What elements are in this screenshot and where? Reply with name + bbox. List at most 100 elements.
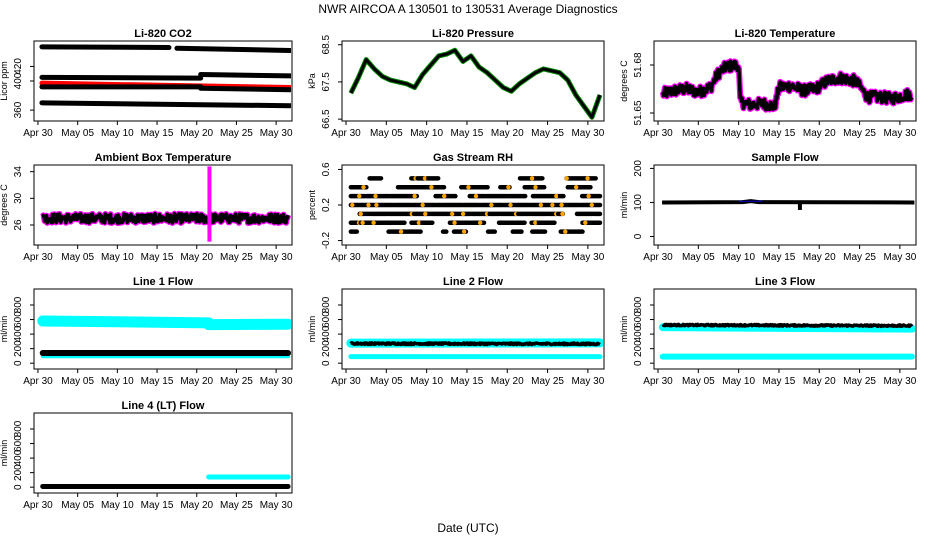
x-tick-label: May 30	[260, 128, 293, 139]
band-segment	[42, 103, 290, 106]
series-upper	[42, 74, 290, 78]
x-tick-label: Apr 30	[23, 128, 53, 139]
series-noise	[351, 343, 600, 345]
y-axis-label: degrees C	[619, 60, 629, 102]
x-tick-label: May 20	[803, 252, 836, 263]
y-tick-label: 800	[321, 296, 332, 313]
series-box_temp	[43, 214, 288, 223]
series-pressure	[351, 50, 600, 117]
y-tick-label: 100	[633, 194, 644, 211]
y-tick-label: 0.6	[321, 162, 332, 176]
x-tick-label: May 15	[451, 376, 484, 387]
x-tick-label: May 15	[763, 252, 796, 263]
y-tick-label: 420	[13, 58, 24, 75]
x-tick-label: May 20	[180, 252, 213, 263]
band-segment	[177, 48, 291, 50]
accent-point	[429, 185, 433, 189]
x-tick-label: Apr 30	[331, 376, 361, 387]
series-line	[662, 201, 914, 202]
accent-point	[359, 212, 363, 216]
x-tick-label: May 20	[491, 376, 524, 387]
panel-data	[43, 321, 288, 356]
band-segment	[43, 321, 209, 323]
x-tick-label: May 30	[883, 128, 916, 139]
x-tick-label: May 25	[220, 128, 253, 139]
panel-frame	[654, 165, 916, 245]
x-tick-label: Apr 30	[643, 252, 673, 263]
accent-point	[585, 176, 589, 180]
x-tick-label: May 10	[722, 128, 755, 139]
y-axis-label: percent	[307, 189, 317, 220]
x-tick-label: May 25	[220, 500, 253, 511]
y-tick-label: 360	[13, 101, 24, 118]
x-tick-label: Apr 30	[643, 376, 673, 387]
x-tick-label: May 20	[180, 500, 213, 511]
figure-xlabel: Date (UTC)	[437, 521, 498, 535]
x-tick-label: May 25	[843, 376, 876, 387]
series-temperature	[663, 61, 912, 109]
panel-title: Li-820 Temperature	[735, 28, 836, 40]
y-tick-label: 0	[13, 484, 24, 490]
accent-point	[461, 212, 465, 216]
accent-point	[374, 203, 378, 207]
y-tick-label: 51.68	[633, 52, 644, 77]
accent-point	[412, 194, 416, 198]
y-axis-label: degrees C	[0, 184, 9, 226]
x-tick-label: May 15	[763, 128, 796, 139]
x-tick-label: May 05	[682, 376, 715, 387]
accent-point	[554, 194, 558, 198]
accent-point	[539, 203, 543, 207]
x-tick-label: May 25	[531, 128, 564, 139]
x-tick-label: May 05	[370, 128, 403, 139]
accent-point	[563, 229, 567, 233]
series-noise	[663, 324, 912, 326]
y-axis-label: ml/min	[307, 316, 317, 343]
series-mid	[42, 87, 290, 90]
x-tick-label: May 15	[141, 252, 174, 263]
x-tick-label: May 05	[682, 252, 715, 263]
accent-point	[590, 203, 594, 207]
series-flow	[662, 201, 914, 202]
accent-point	[452, 221, 456, 225]
y-tick-label: 68.5	[321, 35, 332, 55]
panel-frame	[654, 41, 916, 121]
x-tick-label: May 15	[451, 252, 484, 263]
accent-point	[442, 194, 446, 198]
accent-point	[350, 203, 354, 207]
x-tick-label: May 15	[141, 500, 174, 511]
x-tick-label: May 30	[571, 376, 604, 387]
y-tick-label: 800	[13, 296, 24, 313]
x-tick-label: May 05	[61, 500, 94, 511]
accent-point	[506, 185, 510, 189]
x-tick-label: May 10	[410, 252, 443, 263]
series-low	[42, 103, 290, 106]
x-tick-label: May 20	[180, 376, 213, 387]
accent-point	[366, 203, 370, 207]
x-tick-label: May 30	[883, 376, 916, 387]
panel-title: Ambient Box Temperature	[95, 152, 232, 164]
x-tick-label: May 25	[531, 252, 564, 263]
x-tick-label: May 25	[220, 376, 253, 387]
x-tick-label: May 25	[220, 252, 253, 263]
y-axis-label: ml/min	[0, 316, 9, 343]
band-segment	[201, 74, 291, 75]
y-tick-label: 800	[13, 420, 24, 437]
x-tick-label: May 20	[803, 376, 836, 387]
accent-point	[583, 221, 587, 225]
series-black	[663, 324, 912, 326]
accent-point	[371, 221, 375, 225]
accent-point	[361, 185, 365, 189]
panel-title: Li-820 CO2	[134, 28, 191, 40]
accent-point	[586, 194, 590, 198]
accent-point	[574, 185, 578, 189]
x-tick-label: May 05	[682, 128, 715, 139]
x-tick-label: May 15	[141, 128, 174, 139]
y-tick-label: 0	[633, 360, 644, 366]
accent-point	[360, 221, 364, 225]
